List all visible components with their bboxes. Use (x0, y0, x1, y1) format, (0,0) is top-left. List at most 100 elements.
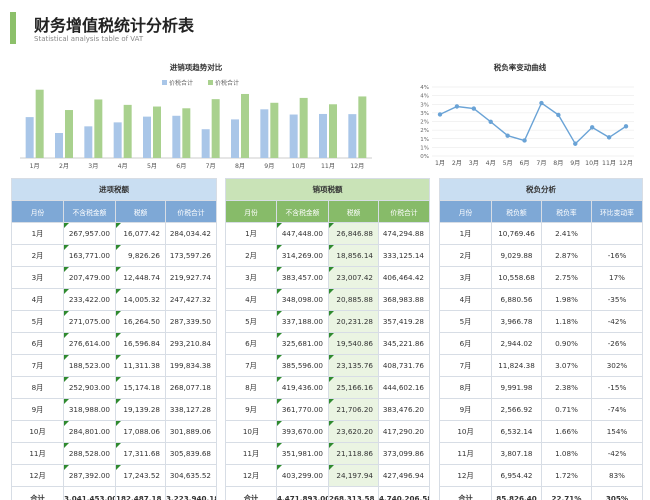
line-y-tick-1: 0% (420, 154, 429, 160)
tax-rate-point-1 (437, 112, 443, 117)
tax-burden-table-row: 5月 3,966.78 1.18% -42% (439, 310, 643, 333)
tax-burden-cell: 6,880.56 (491, 288, 542, 311)
tax-burden-cell: -74% (591, 398, 643, 421)
bar-input-5 (143, 116, 151, 158)
tax-burden-cell: 10月 (439, 420, 492, 443)
output-tax-cell: 368,983.88 (378, 288, 430, 311)
tax-burden-cell: 10,769.46 (491, 222, 542, 245)
line-x-tick-1: 1月 (435, 160, 445, 167)
output-tax-cell: 4月 (225, 288, 277, 311)
legend-label-2: 价税合计 (215, 79, 239, 87)
output-tax-cell: 419,436.00 (276, 376, 329, 399)
tax-burden-cell: 2.38% (541, 376, 592, 399)
output-tax-cell: 23,135.76 (328, 354, 379, 377)
output-tax-cell: 348,098.00 (276, 288, 329, 311)
output-tax-cell: 406,464.42 (378, 266, 430, 289)
tax-burden-cell: 10,558.68 (491, 266, 542, 289)
input-tax-cell: 17,311.68 (115, 442, 166, 465)
line-x-tick-9: 9月 (570, 160, 580, 167)
output-tax-table-row: 10月 393,670.00 23,620.20 417,290.20 (225, 420, 430, 443)
tax-rate-point-6 (522, 138, 527, 143)
input-tax-cell: 15,174.18 (115, 376, 166, 399)
input-tax-caption: 进项税额 (11, 178, 217, 201)
output-tax-cell: 5月 (225, 310, 277, 333)
input-tax-cell: 207,479.00 (63, 266, 116, 289)
line-x-tick-12: 12月 (619, 160, 633, 167)
input-tax-cell: 6月 (11, 332, 64, 355)
input-tax-table-grid: 进项税额 月份 不含税金额 税额 价税合计 1月 267,957.00 16,077.42 28… (11, 178, 217, 500)
output-tax-column-header: 税额 (328, 200, 379, 223)
line-y-tick-5: 2% (420, 120, 429, 126)
input-tax-cell: 12,448.74 (115, 266, 166, 289)
output-tax-cell: 314,269.00 (276, 244, 329, 267)
input-tax-cell: 268,077.18 (165, 376, 217, 399)
output-tax-cell: 2月 (225, 244, 277, 267)
tax-burden-cell: 9,029.88 (491, 244, 542, 267)
input-tax-cell: 318,988.00 (63, 398, 116, 421)
input-tax-column-header: 价税合计 (165, 200, 217, 223)
tax-burden-cell: 3,966.78 (491, 310, 542, 333)
output-tax-cell: 385,596.00 (276, 354, 329, 377)
line-y-tick-4: 2% (420, 128, 429, 134)
bar-x-tick-6: 6月 (176, 163, 186, 170)
input-tax-cell: 8月 (11, 376, 64, 399)
tax-rate-point-7 (539, 100, 544, 106)
tax-burden-cell: 85,826.40 (491, 486, 542, 500)
page-subtitle: Statistical analysis table of VAT (34, 35, 144, 43)
input-tax-cell: 305,839.68 (165, 442, 217, 465)
legend-swatch-2 (208, 80, 213, 85)
input-tax-cell: 16,264.50 (115, 310, 166, 333)
input-tax-column-header: 税额 (115, 200, 166, 223)
input-tax-cell: 16,596.84 (115, 332, 166, 355)
tax-burden-cell: 7月 (439, 354, 492, 377)
tax-rate-point-9 (573, 141, 578, 146)
input-tax-cell: 19,139.28 (115, 398, 166, 421)
tax-burden-column-header: 税负率 (541, 200, 592, 223)
output-tax-cell: 11月 (225, 442, 277, 465)
tax-burden-cell: -15% (591, 376, 643, 399)
bar-input-1 (25, 117, 34, 158)
tax-rate-trend-chart: 税负率变动曲线 0% 1% 1% 2% 2% 3% 3% 4% 4% 1月 2月 3月 4月 5月 6月 7月 8… (412, 58, 642, 176)
bar-output-12 (358, 96, 367, 158)
input-tax-cell: 199,834.38 (165, 354, 217, 377)
tax-burden-cell: 1.98% (541, 288, 592, 311)
input-tax-table-row: 8月 252,903.00 15,174.18 268,077.18 (11, 376, 217, 399)
line-x-tick-3: 3月 (469, 160, 479, 167)
tax-burden-cell: 11,824.38 (491, 354, 542, 377)
tax-burden-cell: 3,807.18 (491, 442, 542, 465)
line-y-tick-3: 1% (420, 137, 429, 143)
tax-rate-point-2 (454, 104, 460, 109)
input-tax-cell: 182,487.18 (115, 486, 166, 500)
tax-burden-cell: 0.71% (541, 398, 592, 421)
input-tax-table-row: 12月 287,392.00 17,243.52 304,635.52 (11, 464, 217, 487)
tax-rate-point-11 (606, 135, 612, 140)
input-tax-cell: 288,528.00 (63, 442, 116, 465)
input-tax-cell: 5月 (11, 310, 64, 333)
tax-burden-cell: 2.41% (541, 222, 592, 245)
tax-burden-cell: 154% (591, 420, 643, 443)
line-y-tick-9: 4% (420, 85, 429, 91)
tax-burden-table-row: 6月 2,944.02 0.90% -26% (439, 332, 643, 355)
tax-burden-cell: 1.66% (541, 420, 592, 443)
output-tax-cell: 408,731.76 (378, 354, 430, 377)
bar-output-1 (35, 89, 44, 158)
tax-burden-cell: 合计 (439, 486, 492, 500)
output-tax-cell: 23,620.20 (328, 420, 379, 443)
input-tax-cell: 233,422.00 (63, 288, 116, 311)
input-tax-total-row: 合计 3,041,453.00 182,487.18 3,223,940.18 (11, 486, 217, 500)
output-tax-cell: 3月 (225, 266, 277, 289)
bar-input-2 (55, 133, 63, 158)
input-tax-cell: 3月 (11, 266, 64, 289)
tax-burden-cell: 6月 (439, 332, 492, 355)
tax-burden-table-row: 11月 3,807.18 1.08% -42% (439, 442, 643, 465)
output-tax-table-row: 3月 383,457.00 23,007.42 406,464.42 (225, 266, 430, 289)
tax-burden-cell: 4月 (439, 288, 492, 311)
tax-burden-cell: 2,566.92 (491, 398, 542, 421)
bar-x-tick-9: 9月 (264, 163, 274, 170)
bar-x-tick-1: 1月 (30, 163, 40, 170)
bar-input-7 (201, 129, 210, 158)
input-tax-table-row: 9月 318,988.00 19,139.28 338,127.28 (11, 398, 217, 421)
tax-burden-column-header: 税负额 (491, 200, 542, 223)
output-tax-table-row: 7月 385,596.00 23,135.76 408,731.76 (225, 354, 430, 377)
output-tax-cell: 325,681.00 (276, 332, 329, 355)
